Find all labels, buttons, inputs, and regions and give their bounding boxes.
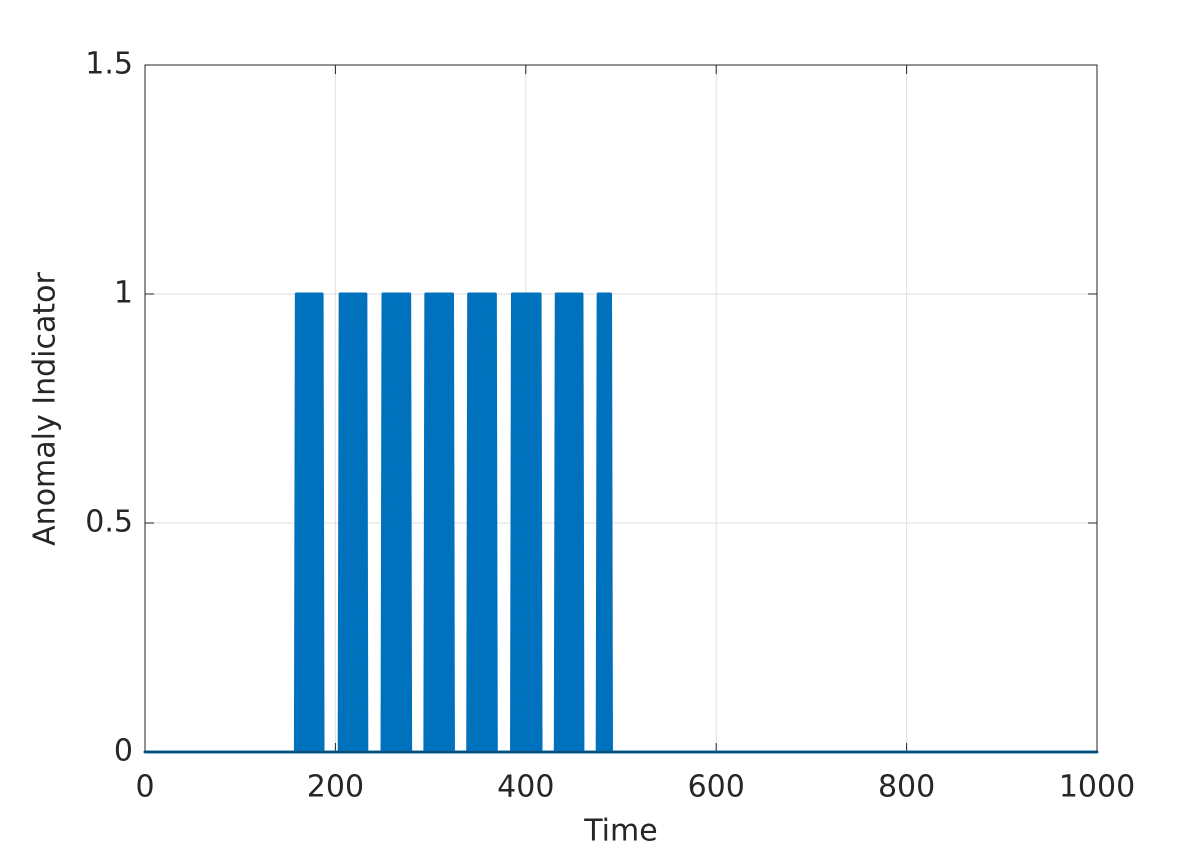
y-axis-label: Anomaly Indicator: [28, 271, 63, 545]
y-tick-label: 0.5: [85, 505, 133, 540]
y-tick-label: 1: [114, 276, 133, 311]
x-tick-label: 200: [307, 770, 364, 805]
x-axis-label: Time: [583, 814, 657, 849]
x-tick-label: 400: [497, 770, 554, 805]
y-tick-label: 1.5: [85, 47, 133, 82]
x-tick-label: 600: [688, 770, 745, 805]
y-tick-label: 0: [114, 734, 133, 769]
x-tick-label: 800: [878, 770, 935, 805]
x-tick-label: 0: [135, 770, 154, 805]
x-tick-label: 1000: [1059, 770, 1135, 805]
plot-frame: [144, 64, 1098, 753]
